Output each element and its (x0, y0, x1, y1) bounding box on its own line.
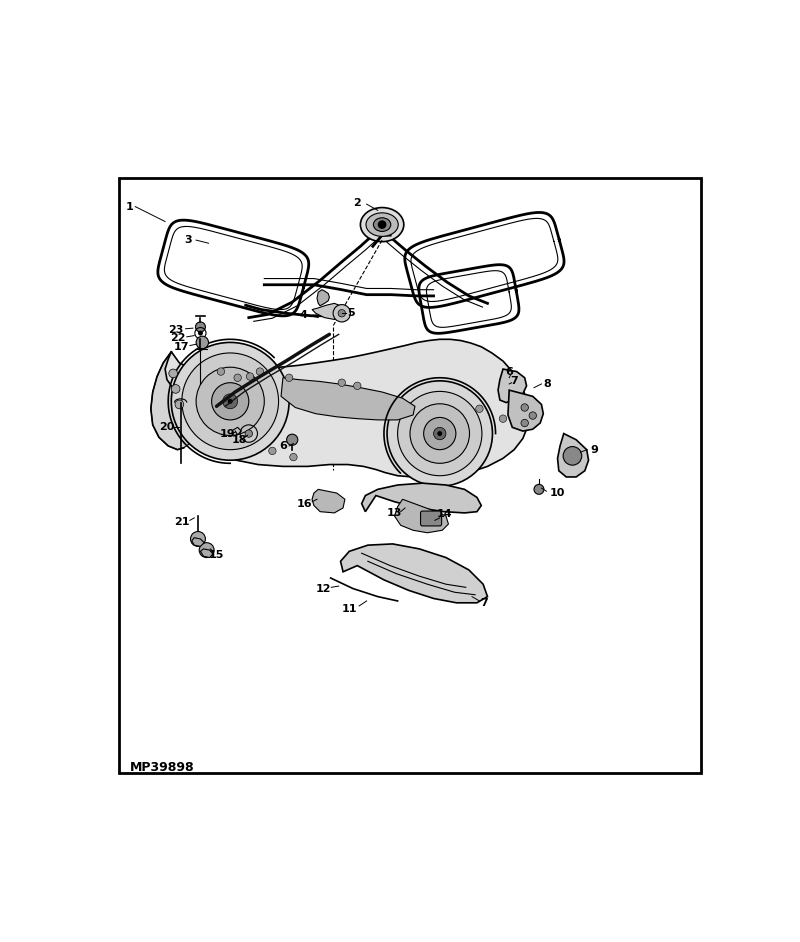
Circle shape (222, 394, 238, 409)
Text: 23: 23 (168, 325, 183, 335)
Text: 9: 9 (591, 445, 598, 455)
Text: 5: 5 (347, 308, 355, 318)
Text: 19: 19 (219, 429, 235, 439)
Polygon shape (192, 538, 204, 546)
Circle shape (228, 398, 233, 404)
Circle shape (211, 382, 249, 420)
Circle shape (354, 382, 361, 390)
Circle shape (198, 331, 203, 335)
Circle shape (534, 484, 544, 495)
Text: 16: 16 (297, 498, 313, 509)
Circle shape (563, 447, 582, 465)
Polygon shape (341, 544, 487, 603)
Text: 22: 22 (170, 333, 186, 343)
Circle shape (286, 434, 298, 446)
Circle shape (190, 531, 206, 546)
Circle shape (434, 428, 446, 440)
Polygon shape (281, 378, 415, 420)
Circle shape (398, 391, 482, 476)
Text: 17: 17 (174, 342, 190, 351)
Polygon shape (201, 549, 213, 558)
Circle shape (234, 374, 242, 382)
Text: 10: 10 (550, 488, 566, 498)
Polygon shape (317, 290, 330, 306)
Circle shape (338, 310, 346, 317)
Circle shape (169, 369, 178, 378)
Text: 12: 12 (315, 583, 331, 593)
Text: 21: 21 (174, 517, 190, 528)
Text: 3: 3 (184, 236, 192, 245)
Circle shape (476, 405, 483, 413)
Circle shape (171, 384, 180, 393)
Text: 14: 14 (436, 509, 452, 519)
Ellipse shape (366, 213, 398, 236)
Text: 2: 2 (354, 198, 361, 208)
Text: 11: 11 (342, 604, 357, 614)
Polygon shape (312, 489, 345, 512)
Text: MP39898: MP39898 (130, 760, 194, 773)
Circle shape (338, 379, 346, 386)
Circle shape (424, 417, 456, 449)
Polygon shape (312, 303, 343, 319)
Text: 8: 8 (544, 379, 551, 389)
Circle shape (245, 430, 253, 437)
Circle shape (195, 322, 206, 332)
Polygon shape (508, 390, 543, 431)
Polygon shape (151, 351, 190, 449)
Circle shape (182, 353, 278, 449)
Circle shape (499, 414, 506, 422)
Text: 6: 6 (506, 366, 513, 377)
Circle shape (438, 431, 442, 436)
Circle shape (199, 543, 214, 558)
Polygon shape (498, 369, 526, 402)
Circle shape (175, 400, 184, 409)
Text: 4: 4 (299, 310, 307, 319)
Text: 6: 6 (279, 441, 287, 451)
Circle shape (521, 419, 529, 427)
Circle shape (333, 304, 350, 322)
Circle shape (256, 367, 264, 375)
Polygon shape (165, 339, 529, 477)
Text: 18: 18 (232, 435, 247, 445)
Circle shape (410, 404, 470, 463)
Circle shape (378, 220, 386, 229)
Text: 15: 15 (209, 550, 224, 560)
Circle shape (246, 373, 254, 381)
Text: 20: 20 (159, 422, 174, 432)
Circle shape (217, 367, 225, 375)
Text: 7: 7 (481, 598, 488, 608)
Text: 7: 7 (510, 377, 518, 386)
Circle shape (286, 374, 293, 382)
Circle shape (290, 453, 297, 461)
Circle shape (196, 367, 264, 435)
Circle shape (171, 342, 289, 461)
Circle shape (269, 447, 276, 455)
Circle shape (387, 381, 493, 486)
Circle shape (196, 336, 209, 349)
Polygon shape (394, 499, 449, 533)
Text: 1: 1 (126, 202, 134, 212)
Ellipse shape (374, 218, 390, 232)
Circle shape (529, 412, 537, 419)
Polygon shape (362, 483, 482, 512)
Text: 13: 13 (387, 508, 402, 518)
FancyBboxPatch shape (421, 512, 442, 526)
Polygon shape (558, 433, 589, 477)
Ellipse shape (361, 207, 404, 242)
Circle shape (521, 404, 529, 412)
